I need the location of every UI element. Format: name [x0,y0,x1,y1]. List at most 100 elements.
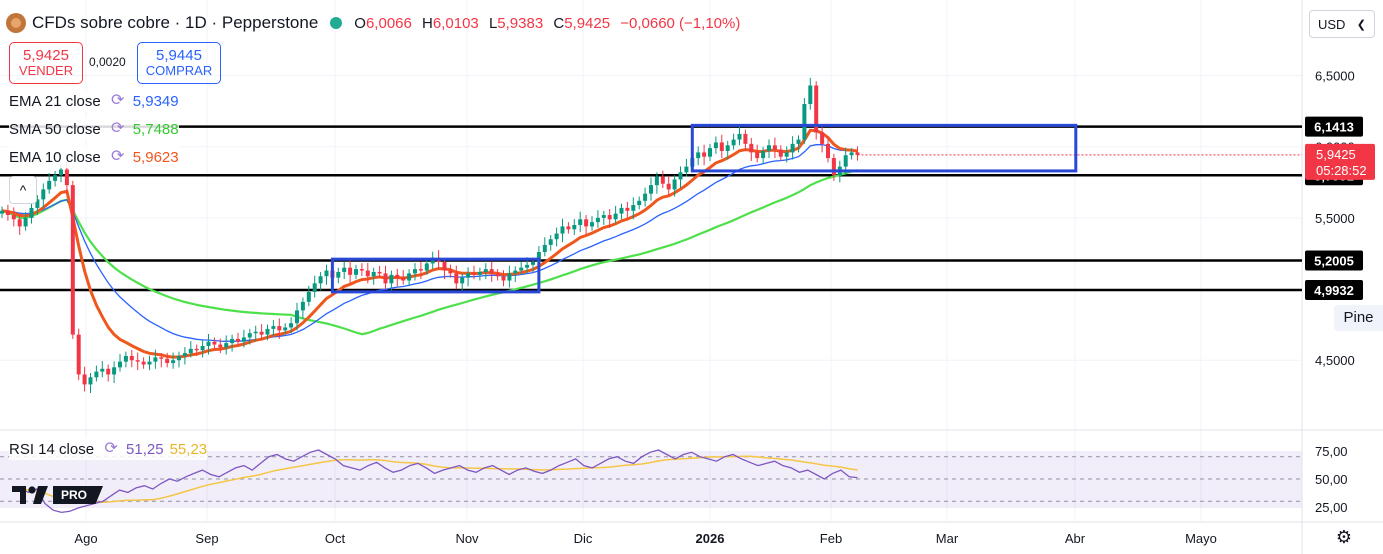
candle-body [454,273,459,284]
candle-body [106,368,111,375]
last-price-tag [1305,143,1375,180]
candle-body [684,166,689,173]
candle-body [548,239,553,245]
candle-body [283,327,288,331]
sell-label: VENDER [18,63,74,78]
x-tick-label: Abr [1065,531,1086,546]
symbol-title[interactable]: CFDs sobre cobre · 1D · Pepperstone [32,13,319,32]
candle-body [289,323,294,328]
candle-body [654,176,659,186]
x-tick-label: Nov [455,531,479,546]
ohlc-readout: O6,0066 H6,0103 L5,9383 C5,9425 −0,0660 … [354,15,746,32]
candle-body [572,225,577,230]
tradingview-pro-logo: PRO [12,486,104,504]
candle-body [153,357,158,362]
candle-body [118,361,122,368]
candle-body [88,377,93,385]
buy-button[interactable]: 5,9445 COMPRAR [137,42,221,84]
collapse-legend-button[interactable]: ^ [9,176,37,204]
rsi-tick-label: 25,00 [1315,500,1348,515]
high-label: H [422,14,433,32]
buy-label: COMPRAR [145,63,213,78]
candle-body [35,199,40,208]
currency-select[interactable]: USD ❮ [1309,10,1375,38]
ema21-value: 5,9349 [132,92,179,110]
level-label: 5,2005 [1314,254,1354,269]
sma50-value: 5,7488 [132,120,179,138]
indicator-sma50[interactable]: SMA 50 close ⟳ 5,7488 [9,118,179,140]
ema10-value: 5,9623 [132,148,179,166]
candle-body [477,271,482,275]
candle-body [348,267,353,275]
candle-body [483,269,488,272]
chevron-up-icon: ^ [19,182,27,198]
candle-body [501,276,506,281]
candle-body [831,158,836,176]
candle-body [525,264,530,268]
indicator-rsi[interactable]: RSI 14 close ⟳ 51,25 55,23 [9,438,208,460]
rsi-band [0,451,1302,508]
candle-body [802,104,807,140]
candle-body [300,301,305,311]
rsi-line [19,449,858,514]
candle-body [64,169,69,186]
pine-button[interactable]: Pine [1334,305,1383,331]
candle-body [495,273,500,277]
candle-body [584,219,589,227]
candle-body [590,222,594,227]
sell-button[interactable]: 5,9425 VENDER [9,42,83,84]
candle-body [761,150,766,159]
range-box [690,123,1078,173]
candle-body [295,310,299,324]
candle-body [531,262,535,265]
y-tick-label: 4,5000 [1315,353,1355,368]
candle-body [790,143,795,153]
candle-body [767,145,771,151]
indicator-ema21[interactable]: EMA 21 close ⟳ 5,9349 [9,90,179,112]
candle-body [212,341,217,345]
candle-body [271,326,276,329]
sell-price: 5,9425 [23,47,69,64]
gear-icon[interactable]: ⚙ [1335,527,1353,547]
candle-body [666,183,671,190]
ema10-line [1,128,858,359]
candle-body [135,360,140,362]
candle-body [224,343,229,348]
ema21-line [1,143,858,342]
candle-body [719,142,724,151]
candle-body [159,357,164,359]
pro-badge: PRO [53,486,104,504]
candle-body [306,291,311,302]
indicator-ema10[interactable]: EMA 10 close ⟳ 5,9623 [9,146,179,168]
candle-body [171,360,176,364]
candle-body [100,368,105,372]
candle-body [0,210,4,214]
rsi-settings-icon[interactable]: ⟳ [104,440,118,457]
candle-body [342,267,347,272]
candle-body [206,341,211,346]
candle-body [94,371,99,378]
sma50-settings-icon[interactable]: ⟳ [111,120,125,137]
candle-body [560,226,565,234]
x-tick-label: Ago [74,531,97,546]
candle-body [808,85,813,105]
candle-body [855,152,860,155]
x-tick-label: Dic [574,531,593,546]
y-tick-label: 6,5000 [1315,69,1355,84]
x-tick-label: Sep [195,531,218,546]
ema10-settings-icon[interactable]: ⟳ [111,148,125,165]
candle-body [324,270,329,277]
candle-body [826,143,830,159]
level-tag [1305,280,1363,301]
candle-body [371,271,376,277]
candle-body [542,244,547,253]
open-label: O [354,14,366,32]
ema21-settings-icon[interactable]: ⟳ [111,92,125,109]
change-value: −0,0660 (−1,10%) [620,14,741,32]
last-price-label: 5,9425 [1316,147,1356,162]
candle-body [17,219,22,227]
candle-body [194,348,199,351]
candle-body [177,355,181,361]
candle-body [672,179,677,190]
